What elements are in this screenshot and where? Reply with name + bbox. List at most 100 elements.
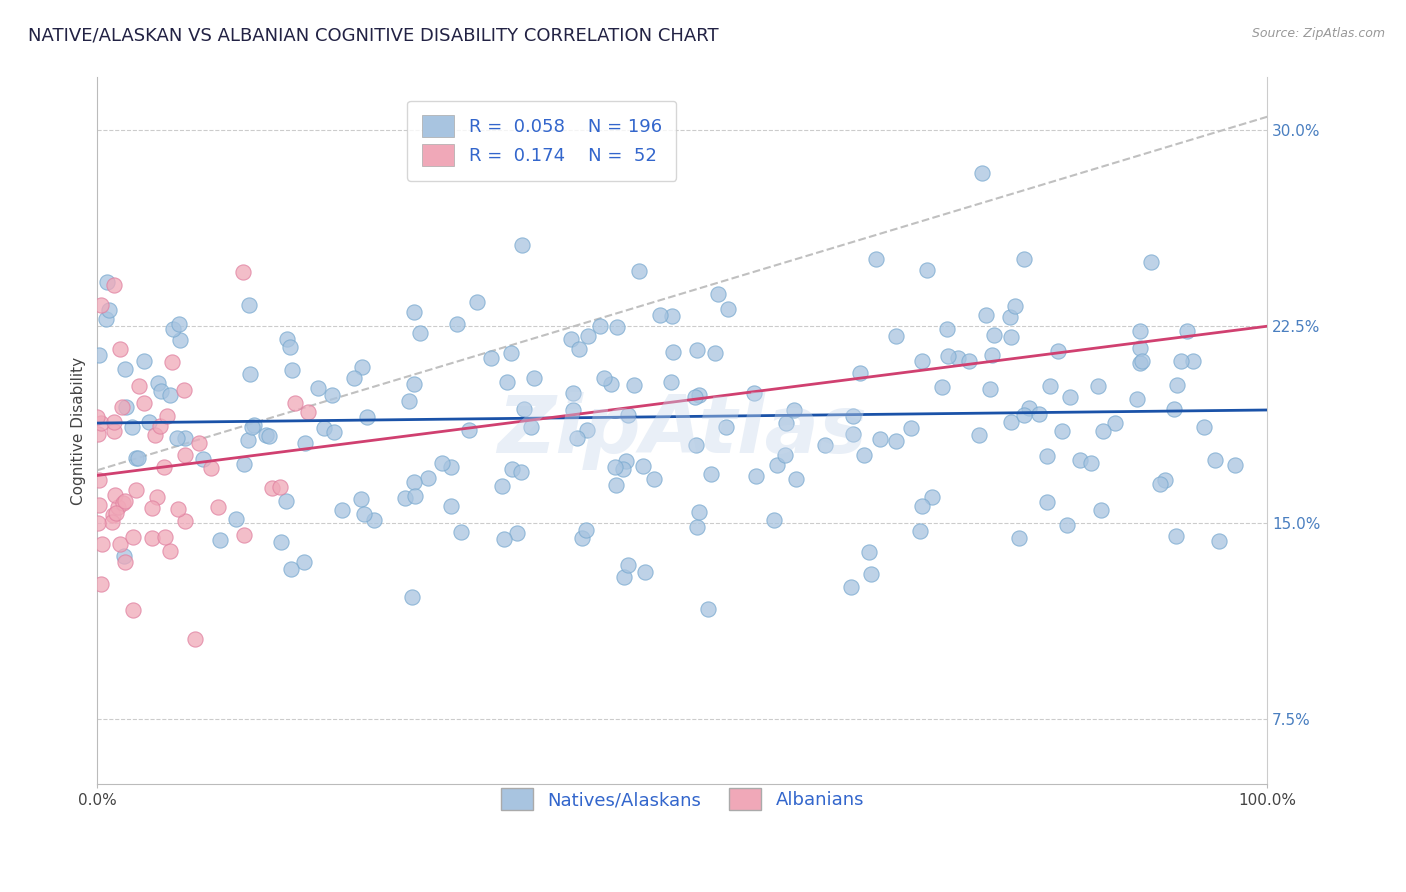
Point xyxy=(162,354,184,368)
Point xyxy=(479,351,502,366)
Point xyxy=(450,524,472,539)
Point xyxy=(87,348,110,362)
Point xyxy=(458,423,481,437)
Point xyxy=(404,304,426,318)
Point xyxy=(589,318,612,333)
Point xyxy=(617,409,640,423)
Point xyxy=(860,566,883,581)
Point xyxy=(307,381,329,395)
Point xyxy=(613,570,636,584)
Point xyxy=(276,493,298,508)
Point xyxy=(149,418,172,433)
Point xyxy=(510,238,533,252)
Point xyxy=(127,450,149,465)
Point xyxy=(884,329,907,343)
Point xyxy=(869,433,891,447)
Point xyxy=(575,523,598,537)
Point xyxy=(148,376,170,390)
Point xyxy=(330,503,353,517)
Point xyxy=(103,508,125,522)
Point xyxy=(138,415,160,429)
Point xyxy=(87,516,110,531)
Point xyxy=(322,425,344,439)
Point xyxy=(884,434,907,448)
Point xyxy=(208,533,231,548)
Point xyxy=(1154,473,1177,487)
Point xyxy=(661,345,683,359)
Point xyxy=(911,353,934,368)
Point xyxy=(1166,378,1188,392)
Point xyxy=(238,298,260,312)
Point xyxy=(576,328,599,343)
Point xyxy=(103,424,125,438)
Point xyxy=(1028,407,1050,421)
Point xyxy=(1012,252,1035,266)
Point xyxy=(232,265,254,279)
Point xyxy=(353,508,375,522)
Point xyxy=(1170,354,1192,368)
Point xyxy=(416,471,439,485)
Point xyxy=(936,349,959,363)
Point xyxy=(853,448,876,462)
Point xyxy=(1039,379,1062,393)
Point xyxy=(495,375,517,389)
Point xyxy=(865,252,887,266)
Y-axis label: Cognitive Disability: Cognitive Disability xyxy=(72,357,86,505)
Point xyxy=(562,385,585,400)
Point xyxy=(562,402,585,417)
Point xyxy=(501,462,523,476)
Point xyxy=(970,166,993,180)
Point xyxy=(742,385,765,400)
Point xyxy=(1129,324,1152,338)
Point xyxy=(565,431,588,445)
Point xyxy=(506,526,529,541)
Point xyxy=(90,298,112,312)
Point xyxy=(1056,517,1078,532)
Point xyxy=(1175,324,1198,338)
Point xyxy=(634,566,657,580)
Point xyxy=(440,500,463,514)
Point xyxy=(114,555,136,569)
Point xyxy=(1090,503,1112,517)
Point xyxy=(108,342,131,356)
Point xyxy=(114,362,136,376)
Point xyxy=(167,317,190,331)
Point xyxy=(312,421,335,435)
Point xyxy=(280,363,302,377)
Point xyxy=(153,530,176,544)
Point xyxy=(87,426,110,441)
Point xyxy=(659,375,682,389)
Point xyxy=(568,343,591,357)
Point xyxy=(688,505,710,519)
Point xyxy=(276,333,298,347)
Point xyxy=(1104,416,1126,430)
Point xyxy=(623,377,645,392)
Point xyxy=(90,416,112,430)
Point xyxy=(350,491,373,506)
Point xyxy=(110,536,132,550)
Point xyxy=(614,454,637,468)
Point xyxy=(697,602,720,616)
Point xyxy=(257,428,280,442)
Point xyxy=(115,400,138,414)
Point xyxy=(957,353,980,368)
Point xyxy=(1091,424,1114,438)
Point xyxy=(446,317,468,331)
Point xyxy=(775,416,797,430)
Point xyxy=(145,428,167,442)
Point xyxy=(1059,390,1081,404)
Point xyxy=(225,511,247,525)
Point xyxy=(96,275,118,289)
Point xyxy=(703,345,725,359)
Point xyxy=(814,438,837,452)
Point xyxy=(603,459,626,474)
Point xyxy=(1130,354,1153,368)
Point xyxy=(1008,531,1031,545)
Point xyxy=(270,534,292,549)
Point xyxy=(169,333,191,347)
Point xyxy=(90,576,112,591)
Point xyxy=(1000,415,1022,429)
Point xyxy=(404,489,426,503)
Point xyxy=(103,415,125,429)
Point xyxy=(132,395,155,409)
